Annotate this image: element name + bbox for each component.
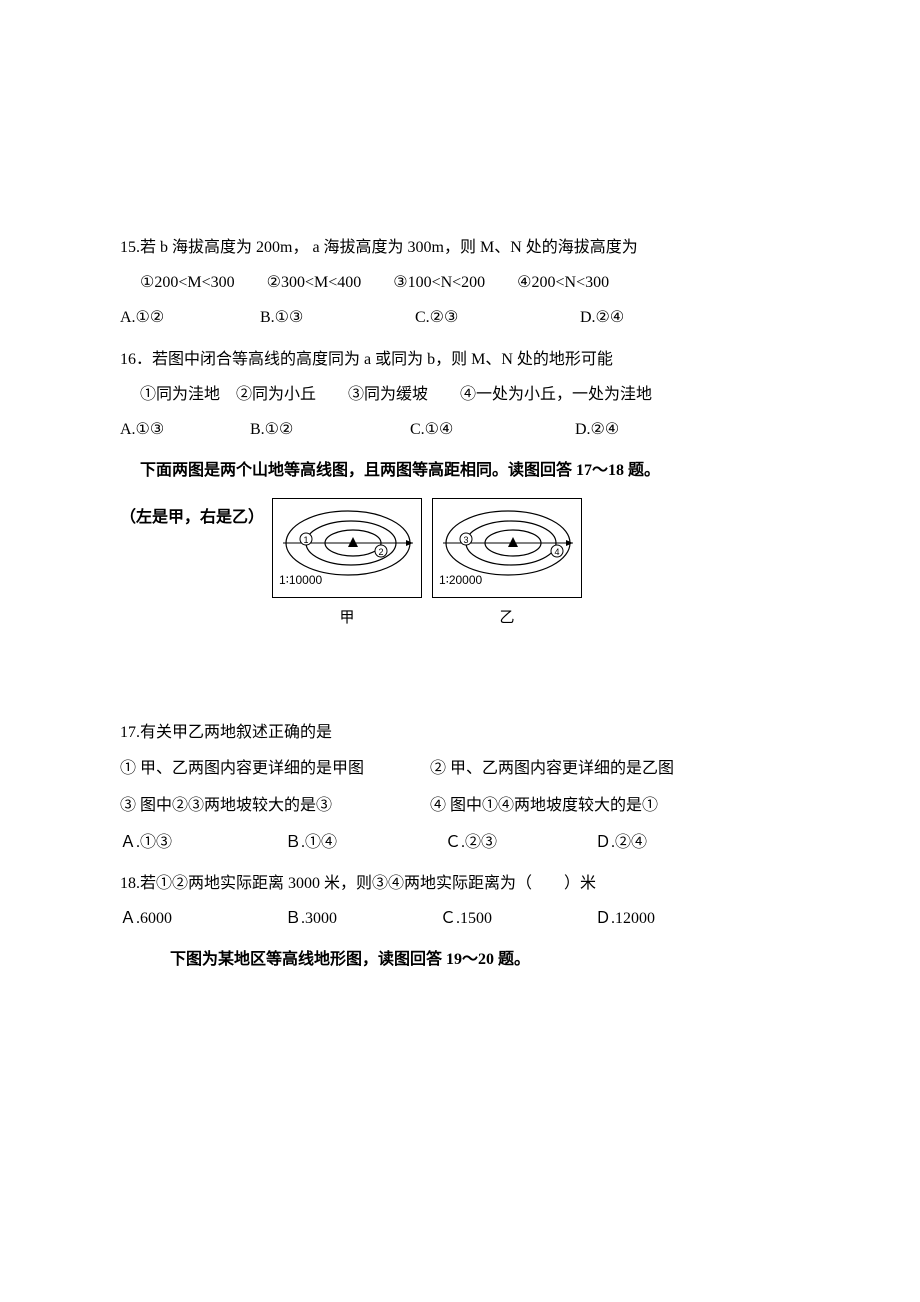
q16-options: A.①③ B.①② C.①④ D.②④	[120, 412, 800, 447]
circled-4: 4	[555, 547, 560, 557]
spacer	[120, 665, 800, 715]
q17-opt-d: Ｄ.②④	[595, 825, 647, 860]
figure-jia: 1 2 1∶10000 甲	[272, 498, 422, 635]
q15-statements: ①200<M<300 ②300<M<400 ③100<N<200 ④200<N<…	[120, 265, 800, 300]
question-17: 17.有关甲乙两地叙述正确的是 ① 甲、乙两图内容更详细的是甲图 ② 甲、乙两图…	[120, 715, 800, 860]
question-15: 15.若 b 海拔高度为 200m， a 海拔高度为 300m，则 M、N 处的…	[120, 230, 800, 336]
figure-yi: 3 4 1∶20000 乙	[432, 498, 582, 635]
figure-yi-box: 3 4 1∶20000	[432, 498, 582, 598]
figure-jia-box: 1 2 1∶10000	[272, 498, 422, 598]
q17-stmts-row1: ① 甲、乙两图内容更详细的是甲图 ② 甲、乙两图内容更详细的是乙图	[120, 751, 800, 786]
q15-opt-d: D.②④	[580, 300, 624, 335]
q15-text: 15.若 b 海拔高度为 200m， a 海拔高度为 300m，则 M、N 处的…	[120, 230, 800, 265]
q15-opt-b: B.①③	[260, 300, 415, 335]
q17-s4: ④ 图中①④两地坡度较大的是①	[430, 788, 658, 823]
label-yi: 乙	[500, 602, 515, 635]
q17-options: Ａ.①③ Ｂ.①④ Ｃ.②③ Ｄ.②④	[120, 825, 800, 860]
q16-opt-b: B.①②	[250, 412, 410, 447]
circled-3: 3	[464, 535, 469, 545]
q18-opt-c: Ｃ.1500	[440, 901, 595, 936]
label-jia: 甲	[340, 602, 355, 635]
question-16: 16．若图中闭合等高线的高度同为 a 或同为 b，则 M、N 处的地形可能 ①同…	[120, 342, 800, 448]
figure-caption: （左是甲，右是乙）	[120, 498, 264, 535]
q15-opt-c: C.②③	[415, 300, 580, 335]
q17-s3: ③ 图中②③两地坡较大的是③	[120, 788, 430, 823]
q16-opt-a: A.①③	[120, 412, 250, 447]
q18-opt-a: Ａ.6000	[120, 901, 285, 936]
q16-opt-d: D.②④	[575, 412, 619, 447]
q18-opt-b: Ｂ.3000	[285, 901, 440, 936]
circled-2: 2	[379, 547, 384, 557]
question-18: 18.若①②两地实际距离 3000 米，则③④两地实际距离为（ ）米 Ａ.600…	[120, 866, 800, 936]
intro-19-20: 下图为某地区等高线地形图，读图回答 19～20 题。	[120, 942, 800, 977]
q17-opt-a: Ａ.①③	[120, 825, 285, 860]
q16-statements: ①同为洼地 ②同为小丘 ③同为缓坡 ④一处为小丘，一处为洼地	[120, 377, 800, 412]
q16-opt-c: C.①④	[410, 412, 575, 447]
q15-options: A.①② B.①③ C.②③ D.②④	[120, 300, 800, 335]
q16-text: 16．若图中闭合等高线的高度同为 a 或同为 b，则 M、N 处的地形可能	[120, 342, 800, 377]
q17-opt-c: Ｃ.②③	[445, 825, 595, 860]
intro-17-18: 下面两图是两个山地等高线图，且两图等高距相同。读图回答 17～18 题。	[120, 453, 800, 488]
q17-opt-b: Ｂ.①④	[285, 825, 445, 860]
q17-s2: ② 甲、乙两图内容更详细的是乙图	[430, 751, 674, 786]
q18-text: 18.若①②两地实际距离 3000 米，则③④两地实际距离为（ ）米	[120, 866, 800, 901]
scale-yi: 1∶20000	[439, 567, 482, 593]
circled-1: 1	[304, 535, 309, 545]
figures-row: （左是甲，右是乙） 1 2 1∶10000 甲	[120, 498, 800, 635]
q17-s1: ① 甲、乙两图内容更详细的是甲图	[120, 751, 430, 786]
q15-opt-a: A.①②	[120, 300, 260, 335]
q17-text: 17.有关甲乙两地叙述正确的是	[120, 715, 800, 750]
scale-jia: 1∶10000	[279, 567, 322, 593]
q18-options: Ａ.6000 Ｂ.3000 Ｃ.1500 Ｄ.12000	[120, 901, 800, 936]
q18-opt-d: Ｄ.12000	[595, 901, 655, 936]
q17-stmts-row2: ③ 图中②③两地坡较大的是③ ④ 图中①④两地坡度较大的是①	[120, 788, 800, 823]
